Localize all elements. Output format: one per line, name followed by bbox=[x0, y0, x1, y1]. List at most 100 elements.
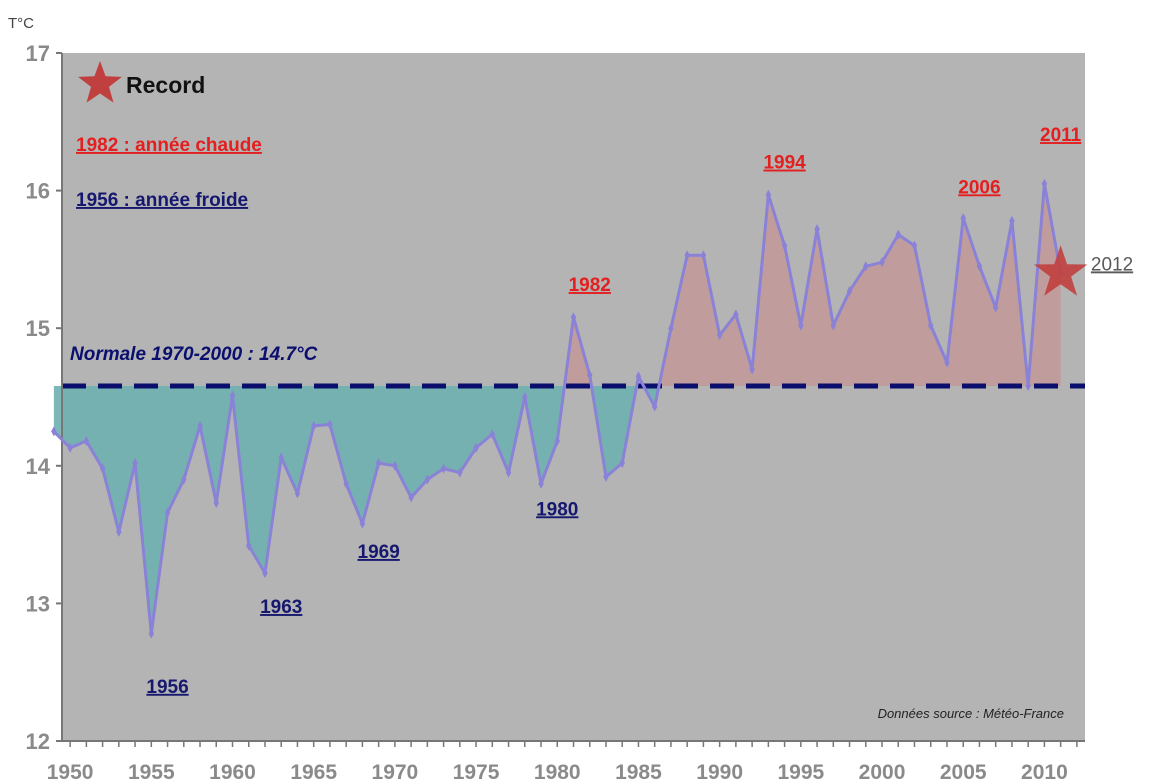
x-tick-label: 1955 bbox=[128, 761, 175, 784]
cold-year-label: 1963 bbox=[260, 597, 302, 618]
data-point bbox=[863, 261, 869, 272]
x-tick-label: 1990 bbox=[696, 761, 743, 784]
data-point bbox=[229, 390, 236, 401]
legend-record-label: Record bbox=[126, 72, 205, 98]
data-point bbox=[197, 420, 203, 431]
x-tick-label: 1950 bbox=[47, 761, 94, 784]
warm-fill bbox=[658, 183, 1061, 386]
x-tick-label: 1980 bbox=[534, 761, 581, 784]
data-point bbox=[310, 420, 317, 431]
data-point bbox=[554, 436, 561, 447]
warm-year-label: 1994 bbox=[763, 153, 806, 174]
warm-fill bbox=[564, 317, 592, 386]
axes: 12 13 14 15 16 17 1950 1955 1960 1965 1970 1975 1980… bbox=[26, 41, 1085, 784]
data-point bbox=[960, 213, 966, 224]
x-tick-label: 2000 bbox=[859, 761, 906, 784]
cold-year-label: 1969 bbox=[358, 542, 400, 563]
data-point bbox=[262, 568, 268, 579]
data-point bbox=[505, 467, 512, 478]
data-point bbox=[619, 458, 625, 469]
cold-year-label: 1980 bbox=[536, 499, 578, 520]
data-point bbox=[181, 474, 187, 485]
data-point bbox=[294, 488, 301, 499]
legend-warm-year: 1982 : année chaude bbox=[76, 135, 262, 156]
data-point bbox=[392, 460, 398, 471]
x-tick-label: 1975 bbox=[453, 761, 500, 784]
y-tick-label: 15 bbox=[26, 316, 50, 341]
data-point bbox=[132, 458, 138, 469]
data-point bbox=[327, 419, 333, 430]
data-point bbox=[457, 467, 463, 478]
record-star-icon bbox=[1034, 245, 1088, 296]
data-point bbox=[489, 429, 496, 440]
normal-label: Normale 1970-2000 : 14.7°C bbox=[70, 344, 318, 365]
data-point bbox=[879, 257, 885, 268]
data-point bbox=[944, 357, 950, 368]
data-point bbox=[846, 286, 853, 297]
data-point bbox=[976, 261, 983, 272]
data-point bbox=[781, 240, 788, 251]
data-point bbox=[164, 507, 171, 518]
data-point bbox=[1041, 178, 1048, 189]
legend: Record 1982 : année chaude 1956 : année … bbox=[76, 61, 262, 211]
warm-year-label: 2006 bbox=[958, 177, 1000, 198]
data-point bbox=[586, 369, 593, 380]
data-point bbox=[700, 250, 707, 261]
data-point bbox=[895, 229, 902, 240]
data-point bbox=[245, 540, 252, 551]
x-tick-label: 1965 bbox=[290, 761, 337, 784]
y-tick-label: 12 bbox=[26, 729, 50, 754]
data-point bbox=[684, 250, 690, 261]
data-point bbox=[814, 224, 820, 235]
data-point bbox=[749, 364, 755, 375]
y-tick-label: 16 bbox=[26, 179, 50, 204]
data-point bbox=[668, 323, 674, 334]
data-point bbox=[343, 478, 349, 489]
data-point bbox=[733, 309, 739, 320]
data-point bbox=[67, 442, 73, 453]
data-point bbox=[359, 518, 366, 529]
warm-year-label: 2011 bbox=[1040, 125, 1082, 146]
x-tick-label: 1960 bbox=[209, 761, 256, 784]
data-point bbox=[538, 478, 544, 489]
data-point bbox=[911, 240, 918, 251]
temperature-series bbox=[51, 178, 1088, 639]
record-star-icon bbox=[78, 61, 122, 103]
data-point bbox=[148, 628, 155, 639]
data-point bbox=[424, 474, 431, 485]
x-tick-label: 1970 bbox=[372, 761, 419, 784]
x-tick-label: 2005 bbox=[940, 761, 987, 784]
y-tick-label: 13 bbox=[26, 591, 50, 616]
data-point bbox=[522, 392, 528, 402]
cold-fill bbox=[53, 385, 565, 634]
data-point bbox=[570, 312, 577, 323]
y-tick-label: 17 bbox=[26, 41, 50, 66]
data-point bbox=[927, 320, 934, 331]
x-tick-label: 1995 bbox=[777, 761, 824, 784]
data-point bbox=[830, 320, 837, 331]
legend-cold-year: 1956 : année froide bbox=[76, 190, 248, 211]
data-point bbox=[635, 371, 642, 382]
data-point bbox=[603, 471, 609, 482]
data-point bbox=[278, 452, 284, 463]
data-point bbox=[440, 463, 447, 474]
data-point bbox=[213, 497, 220, 508]
warm-year-label: 1982 bbox=[569, 275, 611, 296]
x-tick-label: 2010 bbox=[1021, 761, 1068, 784]
data-point bbox=[473, 442, 479, 453]
data-point bbox=[798, 320, 804, 331]
data-point bbox=[651, 401, 658, 412]
x-tick-label: 1985 bbox=[615, 761, 662, 784]
data-point bbox=[1009, 215, 1015, 226]
data-point bbox=[408, 492, 414, 503]
data-point bbox=[375, 458, 382, 469]
data-point bbox=[99, 463, 106, 474]
cold-year-label: 1956 bbox=[146, 677, 188, 698]
year-annotations: 1982 1994 2006 2011 1956 1963 1969 1980 2012 bbox=[146, 125, 1133, 698]
last-year-label: 2012 bbox=[1091, 254, 1133, 275]
data-point bbox=[1025, 380, 1031, 391]
data-point bbox=[83, 436, 90, 447]
y-tick-label: 14 bbox=[26, 454, 51, 479]
data-point bbox=[765, 189, 772, 200]
